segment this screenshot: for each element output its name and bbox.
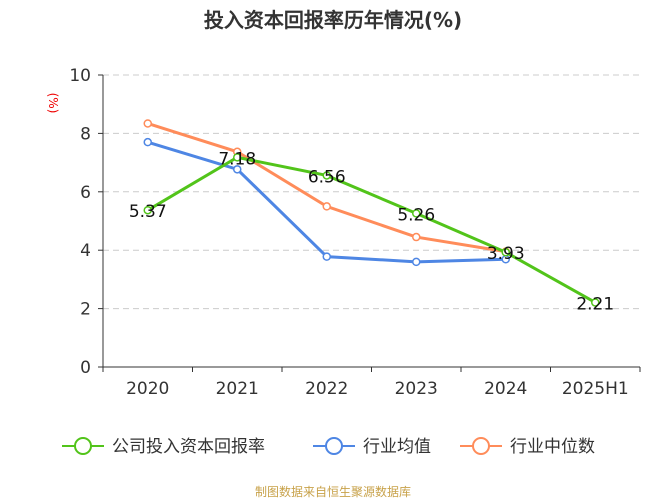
data-point <box>143 119 152 128</box>
legend-marker <box>472 437 490 455</box>
y-tick-label: 4 <box>80 241 91 261</box>
data-point <box>412 257 421 267</box>
data-point <box>143 205 152 215</box>
x-tick-label: 2020 <box>126 379 169 399</box>
data-label: 7.18 <box>218 149 256 169</box>
x-tick-label: 2024 <box>484 379 527 399</box>
series-line <box>146 155 596 304</box>
data-point <box>412 209 421 218</box>
legend-label: 行业均值 <box>363 437 431 457</box>
y-axis-unit: (%) <box>46 93 60 114</box>
x-tick-label: 2021 <box>216 379 259 399</box>
data-point <box>322 202 331 211</box>
y-tick-label: 2 <box>80 300 91 320</box>
y-tick-label: 0 <box>80 358 91 378</box>
legend-label: 公司投入资本回报率 <box>112 437 265 457</box>
legend-label: 行业中位数 <box>510 437 595 457</box>
data-label: 5.37 <box>129 202 167 222</box>
x-tick-label: 2025H1 <box>562 379 629 399</box>
data-point <box>143 137 152 147</box>
data-point <box>591 298 600 307</box>
x-tick-label: 2023 <box>395 379 438 399</box>
data-label: 3.93 <box>487 244 525 264</box>
data-point <box>322 252 331 261</box>
data-label: 2.21 <box>576 294 614 314</box>
x-tick-label: 2022 <box>305 379 348 399</box>
chart-title: 投入资本回报率历年情况(%) <box>204 8 462 32</box>
y-tick-label: 6 <box>80 183 91 203</box>
source-note: 制图数据来自恒生聚源数据库 <box>255 484 411 499</box>
legend-marker <box>74 437 92 455</box>
legend-marker <box>325 437 343 455</box>
series-line <box>147 122 506 254</box>
data-point <box>412 232 421 242</box>
y-tick-label: 8 <box>80 124 91 144</box>
data-label: 5.26 <box>397 205 435 225</box>
data-point <box>233 165 242 174</box>
data-point <box>322 171 331 180</box>
data-point <box>501 247 510 257</box>
data-point <box>233 153 242 162</box>
data-label: 6.56 <box>308 167 346 187</box>
y-tick-label: 10 <box>69 66 91 86</box>
